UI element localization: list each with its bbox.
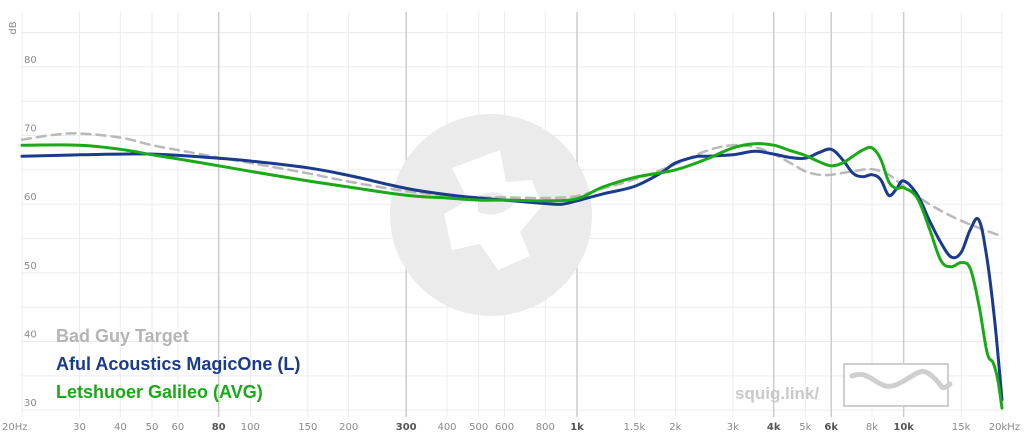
legend-series-2: Letshuoer Galileo (AVG) [56, 382, 263, 402]
x-tick-label: 1k [570, 422, 584, 433]
x-tick-label: 5k [799, 422, 811, 433]
x-tick-label: 80 [212, 422, 226, 433]
squiggle-logo-icon [843, 363, 953, 407]
x-tick-label: 600 [495, 422, 514, 433]
x-tick-label: 1.5k [624, 422, 646, 433]
series-1-curve [20, 147, 1004, 402]
x-tick-label: 30 [73, 422, 86, 433]
y-tick-label: 30 [24, 398, 37, 409]
y-axis-labels: 30 40 50 60 70 80 [24, 55, 37, 409]
target-curve [20, 132, 1004, 238]
y-tick-label: 70 [24, 124, 37, 135]
x-tick-label: 800 [536, 422, 555, 433]
squig-watermark: squig.link/ [735, 363, 953, 407]
x-tick-label: 60 [171, 422, 184, 433]
x-tick-label: 4k [767, 422, 781, 433]
x-tick-label: 2k [669, 422, 681, 433]
x-tick-label: 400 [437, 422, 456, 433]
y-tick-label: 80 [24, 55, 37, 66]
legend-series-1: Aful Acoustics MagicOne (L) [56, 354, 300, 374]
y-tick-label: 60 [24, 192, 37, 203]
x-tick-label: 500 [469, 422, 488, 433]
legend-target: Bad Guy Target [56, 326, 189, 346]
x-tick-label: 40 [114, 422, 127, 433]
x-tick-label: 15k [952, 422, 971, 433]
series-lines [20, 132, 1004, 410]
x-tick-label: 3k [727, 422, 739, 433]
x-tick-label: 300 [396, 422, 417, 433]
x-tick-label: 10k [893, 422, 914, 433]
watermark-text: squig.link/ [735, 384, 819, 403]
x-tick-label: 20kHz [989, 422, 1020, 433]
legend: Bad Guy Target Aful Acoustics MagicOne (… [56, 326, 300, 402]
series-2-curve [20, 142, 1004, 410]
x-tick-label: 50 [146, 422, 159, 433]
x-axis-labels: 20Hz 30 40 50 60 80 100 150 200 300 400 500 600 800 1k… [2, 422, 1020, 433]
x-tick-label: 200 [339, 422, 358, 433]
x-tick-label: 100 [241, 422, 260, 433]
watermark-logo-icon [390, 114, 592, 316]
x-tick-label: 6k [824, 422, 838, 433]
x-tick-label: 8k [866, 422, 878, 433]
x-tick-label: 150 [298, 422, 317, 433]
y-tick-label: 40 [24, 329, 37, 340]
y-tick-label: 50 [24, 261, 37, 272]
x-tick-label: 20Hz [2, 422, 28, 433]
y-axis-unit: dB [8, 21, 19, 34]
